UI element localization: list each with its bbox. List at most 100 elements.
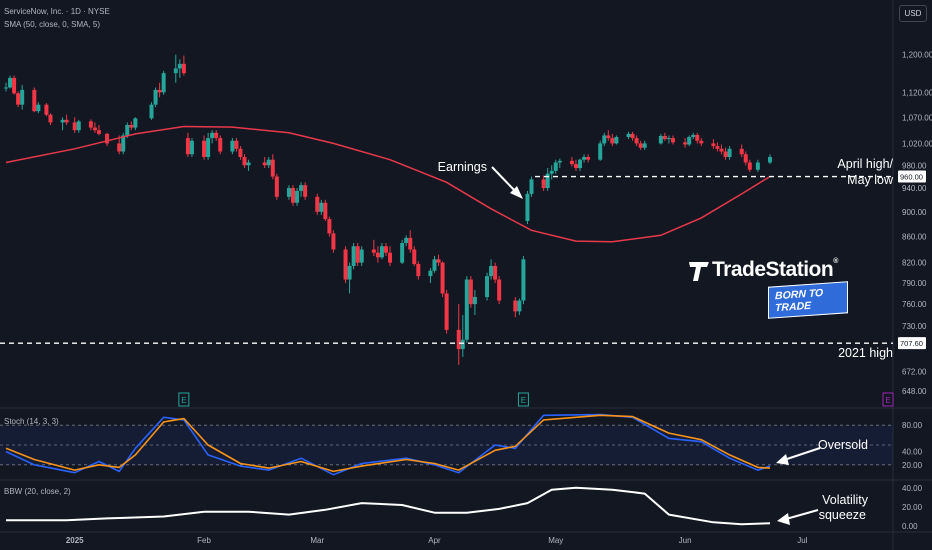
time-axis-tick-label: Mar [310,536,324,545]
candle-body [270,159,275,177]
candle-body [92,127,97,131]
candle-body [319,202,324,212]
candle-body [359,249,364,263]
candle-body [173,68,178,74]
candle-body [408,237,413,250]
candle-body [388,252,393,263]
candle-body [327,219,332,234]
candle-body [60,119,65,123]
candle-body [8,77,13,88]
price-label-value: 707.60 [900,339,923,348]
candle-body [72,122,77,131]
earnings-marker[interactable] [882,392,894,407]
price-axis-tick-label: 1,070.00 [902,113,932,122]
stoch-axis-tick-label: 40.00 [902,448,923,457]
volatility-annotation: Volatility [822,493,869,507]
squeeze-annotation: squeeze [819,508,866,522]
candle-body [206,138,211,157]
candle-body [727,148,732,157]
candle-body [582,156,587,160]
candle-body [383,246,388,253]
april-high-annotation: April high/ [837,157,893,171]
candle-body [177,63,182,69]
candle-body [36,104,41,112]
candle-body [117,143,122,152]
bbw-title: BBW (20, close, 2) [4,487,71,496]
candle-body [670,138,675,143]
candle-body [64,119,69,123]
price-axis-tick-label: 980.00 [902,161,927,170]
candle-body [432,259,437,271]
candle-body [262,162,267,166]
earnings-marker[interactable] [517,392,529,407]
candle-body [185,138,190,155]
candle-body [658,135,663,144]
candle-body [121,135,126,152]
candle-body [202,140,207,157]
candle-body [234,140,239,149]
candle-body [238,148,243,157]
candle-body [440,262,445,294]
currency-button[interactable]: USD [899,5,927,22]
price-axis-tick-label: 820.00 [902,259,927,268]
high-2021-annotation: 2021 high [838,346,893,360]
candle-body [456,329,461,350]
candle-body [513,300,518,312]
oversold-annotation: Oversold [818,438,868,452]
candle-body [379,246,384,258]
candle-body [436,259,441,263]
candle-body [230,140,235,152]
candle-body [347,265,352,280]
bbw-axis-tick-label: 20.00 [902,503,923,512]
candle-body [181,63,186,74]
candle-body [371,249,376,253]
candle-body [569,160,574,165]
candle-body [687,137,692,145]
candle-body [606,135,611,139]
candle-body [412,249,417,264]
price-label-box [898,337,926,350]
candle-body [743,154,748,163]
candle-body [214,132,219,139]
price-axis-tick-label: 1,020.00 [902,139,932,148]
candle-body [157,89,162,93]
candle-body [428,270,433,277]
candle-body [48,114,53,123]
candle-body [545,173,550,189]
candle-body [153,89,158,105]
may-low-annotation: May low [847,173,894,187]
candle-body [553,162,558,171]
price-axis-tick-label: 1,120.00 [902,88,932,97]
candle-body [472,296,477,305]
candle-body [493,265,498,280]
candle-body [20,89,25,105]
price-axis-tick-label: 672.00 [902,367,927,376]
candle-body [189,140,194,155]
candle-body [351,246,356,266]
candle-body [598,143,603,160]
candle-body [460,339,465,350]
candle-body [768,156,772,163]
candle-body [32,89,37,112]
candle-body [638,143,643,148]
price-axis-tick-label: 730.00 [902,322,927,331]
candle-body [699,140,704,144]
oversold-arrow-head [776,454,789,465]
candle-body [242,156,247,166]
price-axis-tick-label: 860.00 [902,233,927,242]
candle-body [375,252,380,258]
candle-body [525,193,530,221]
earnings-marker[interactable] [178,392,190,407]
price-label-box [898,170,926,183]
candle-body [400,243,405,263]
candle-body [715,146,720,149]
earnings-arrow-head [510,186,523,199]
candle-body [44,104,49,115]
price-axis-tick-label: 1,200.00 [902,51,932,60]
time-axis-tick-label: 2025 [66,536,84,545]
candle-body [711,143,716,147]
candle-body [683,142,688,145]
candle-body [695,134,700,141]
candle-body [610,138,615,144]
brand-name: TradeStation® [712,258,838,282]
